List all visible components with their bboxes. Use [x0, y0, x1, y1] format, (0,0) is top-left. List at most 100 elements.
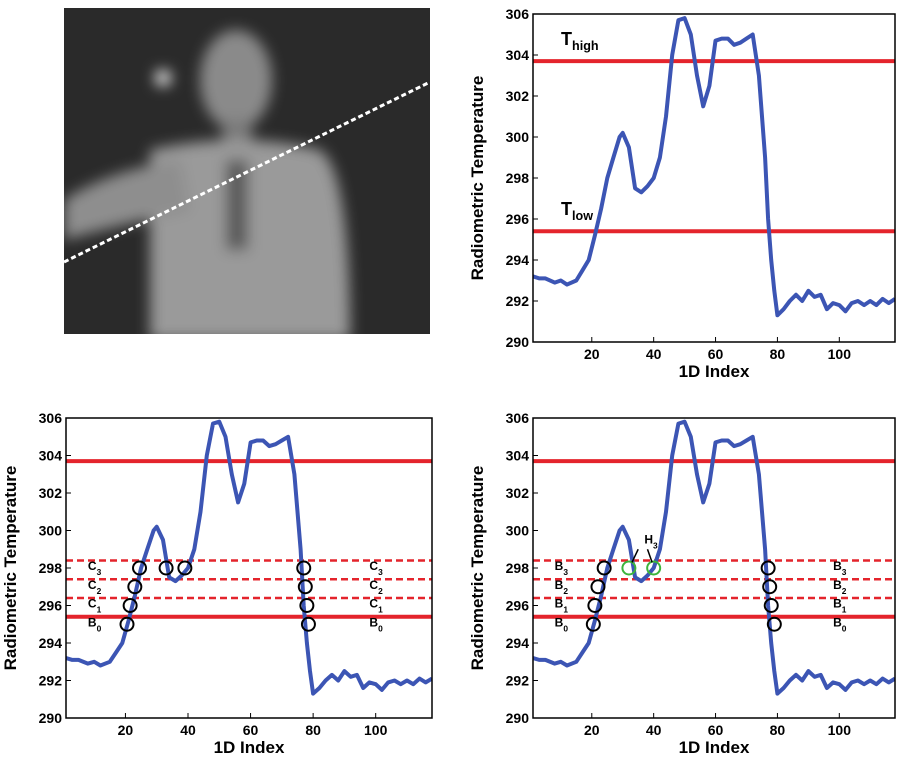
- level-label-sub: 1: [842, 605, 847, 615]
- level-label: B3: [833, 559, 847, 577]
- level-label: C2: [88, 578, 102, 596]
- x-tick-label: 40: [180, 722, 196, 738]
- level-label: B1: [555, 597, 569, 615]
- marker: [762, 579, 778, 595]
- level-label-main: C: [88, 578, 97, 592]
- level-label: C3: [369, 559, 383, 577]
- y-tick-label: 294: [39, 635, 63, 651]
- marker: [763, 598, 779, 613]
- marker: [299, 598, 315, 613]
- x-axis-label: 1D Index: [214, 738, 285, 757]
- y-tick-label: 296: [39, 598, 63, 614]
- level-label: C2: [369, 578, 383, 596]
- level-label-main: B: [833, 597, 842, 611]
- y-tick-label: 290: [506, 334, 530, 350]
- annotation-main: T: [561, 199, 572, 219]
- level-label-sub: 0: [97, 623, 102, 633]
- y-tick-label: 300: [39, 523, 63, 539]
- x-axis-label: 1D Index: [679, 362, 750, 381]
- x-tick-label: 100: [828, 346, 852, 362]
- level-label-main: B: [555, 615, 564, 629]
- level-label: B0: [88, 615, 102, 633]
- level-label-sub: 1: [563, 605, 568, 615]
- y-tick-label: 300: [506, 523, 530, 539]
- level-label-sub: 0: [842, 623, 847, 633]
- level-label-main: B: [369, 615, 378, 629]
- level-label: B3: [555, 559, 569, 577]
- level-label: B0: [369, 615, 383, 633]
- level-label-sub: 3: [563, 567, 568, 577]
- y-tick-label: 302: [39, 485, 63, 501]
- annotation: H3: [644, 533, 658, 551]
- annotation-sub: 3: [653, 541, 658, 551]
- marker: [297, 579, 313, 595]
- level-label-sub: 3: [97, 567, 102, 577]
- marker: [766, 616, 782, 632]
- marker: [158, 560, 174, 576]
- y-tick-label: 304: [506, 448, 530, 464]
- marker: [585, 616, 601, 632]
- y-tick-label: 298: [506, 170, 530, 186]
- level-label-main: B: [833, 578, 842, 592]
- y-tick-label: 304: [506, 47, 530, 63]
- x-tick-label: 40: [646, 346, 662, 362]
- level-label: B2: [833, 578, 847, 596]
- level-label-main: C: [369, 597, 378, 611]
- annotation-sub: low: [572, 209, 593, 223]
- y-tick-label: 292: [506, 293, 530, 309]
- marker: [132, 560, 148, 576]
- marker: [646, 560, 662, 576]
- y-axis-label: Radiometric Temperature: [1, 466, 20, 671]
- level-label-sub: 3: [842, 567, 847, 577]
- x-tick-label: 80: [305, 722, 321, 738]
- level-label: C3: [88, 559, 102, 577]
- level-label: B2: [555, 578, 569, 596]
- level-label-sub: 2: [378, 586, 383, 596]
- plot-area: [533, 419, 895, 696]
- y-tick-label: 292: [39, 673, 63, 689]
- level-label: B0: [555, 615, 569, 633]
- x-tick-label: 80: [770, 346, 786, 362]
- level-label-main: B: [555, 597, 564, 611]
- level-label-main: B: [833, 559, 842, 573]
- level-label-sub: 2: [97, 586, 102, 596]
- marker: [587, 598, 603, 613]
- level-label: C1: [88, 597, 102, 615]
- y-tick-label: 298: [506, 560, 530, 576]
- y-axis-label: Radiometric Temperature: [468, 76, 487, 281]
- level-label-main: C: [369, 578, 378, 592]
- y-tick-label: 292: [506, 673, 530, 689]
- level-label: B0: [833, 615, 847, 633]
- annotation-main: T: [561, 29, 572, 49]
- annotation: Tlow: [561, 199, 593, 223]
- level-label: C1: [369, 597, 383, 615]
- y-tick-label: 298: [39, 560, 63, 576]
- level-label-main: B: [555, 559, 564, 573]
- marker: [300, 616, 316, 632]
- marker: [621, 560, 637, 576]
- annotation-arrow: [631, 548, 653, 563]
- annotation-main: H: [644, 533, 653, 547]
- y-tick-label: 304: [39, 448, 63, 464]
- x-tick-label: 60: [243, 722, 259, 738]
- y-tick-label: 306: [506, 6, 530, 22]
- level-label-main: B: [88, 615, 97, 629]
- marker: [127, 579, 143, 595]
- y-tick-label: 296: [506, 211, 530, 227]
- marker: [119, 616, 135, 632]
- x-tick-label: 40: [646, 722, 662, 738]
- x-axis-label: 1D Index: [679, 738, 750, 757]
- y-axis-label: Radiometric Temperature: [468, 466, 487, 671]
- x-tick-label: 60: [708, 722, 724, 738]
- level-label-main: C: [88, 559, 97, 573]
- level-label-sub: 3: [378, 567, 383, 577]
- y-tick-label: 306: [39, 410, 63, 426]
- y-tick-label: 306: [506, 410, 530, 426]
- y-tick-label: 302: [506, 485, 530, 501]
- level-label-sub: 1: [97, 605, 102, 615]
- level-label-sub: 2: [563, 586, 568, 596]
- y-tick-label: 294: [506, 635, 530, 651]
- plot-area: [533, 16, 895, 318]
- marker: [590, 579, 606, 595]
